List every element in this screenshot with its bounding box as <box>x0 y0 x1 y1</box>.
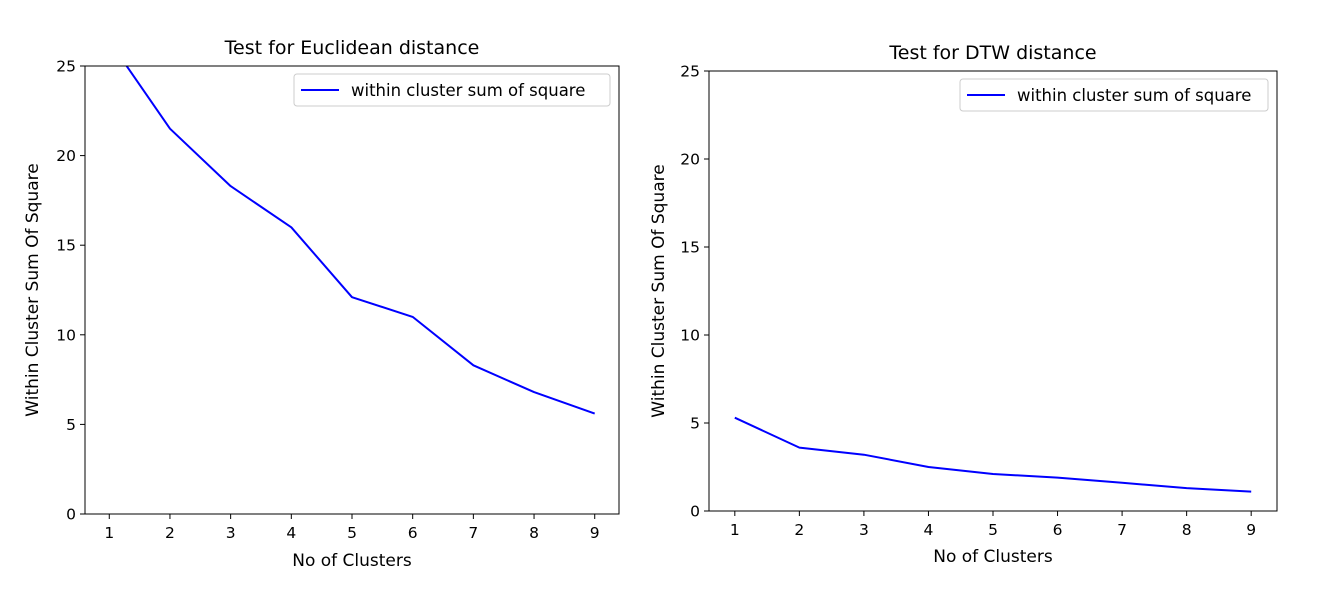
legend: within cluster sum of square <box>959 78 1269 112</box>
y-tick-label: 5 <box>66 416 76 434</box>
x-tick-label: 1 <box>730 521 740 539</box>
y-tick-label: 25 <box>56 58 76 76</box>
legend-box <box>959 78 1269 112</box>
x-axis-label: No of Clusters <box>933 547 1053 567</box>
x-tick-label: 8 <box>529 524 539 542</box>
chart-title: Test for Euclidean distance <box>224 37 480 59</box>
y-tick-label: 25 <box>680 63 700 81</box>
x-tick-label: 1 <box>104 524 114 542</box>
legend-entry: within cluster sum of square <box>1017 86 1251 105</box>
x-tick-label: 5 <box>347 524 357 542</box>
legend: within cluster sum of square <box>293 73 611 107</box>
x-tick-label: 7 <box>1117 521 1127 539</box>
x-tick-label: 4 <box>286 524 296 542</box>
y-tick-label: 0 <box>690 503 700 521</box>
x-tick-label: 2 <box>794 521 804 539</box>
x-tick-label: 9 <box>1246 521 1256 539</box>
series-line <box>125 66 596 415</box>
x-tick-label: 3 <box>859 521 869 539</box>
y-tick-label: 5 <box>690 415 700 433</box>
chart-title: Test for DTW distance <box>888 42 1096 64</box>
x-tick-label: 7 <box>468 524 478 542</box>
chart-euclidean: Test for Euclidean distance 1 2 3 4 5 6 7 8 9 0 5 10… <box>23 37 620 571</box>
x-tick-label: 3 <box>226 524 236 542</box>
y-tick-label: 10 <box>680 327 700 345</box>
legend-entry: within cluster sum of square <box>351 81 585 100</box>
x-tick-label: 6 <box>408 524 418 542</box>
y-tick-label: 10 <box>56 326 76 344</box>
y-tick-label: 15 <box>56 237 76 255</box>
x-tick-label: 9 <box>590 524 600 542</box>
x-tick-label: 5 <box>988 521 998 539</box>
y-tick-label: 15 <box>680 239 700 257</box>
x-axis-label: No of Clusters <box>292 551 412 571</box>
x-tick-label: 6 <box>1053 521 1063 539</box>
y-tick-label: 0 <box>66 506 76 524</box>
x-tick-label: 8 <box>1182 521 1192 539</box>
series-line <box>734 416 1252 493</box>
plot-frame <box>708 70 1278 512</box>
plot-frame <box>84 65 620 515</box>
y-axis-label: Within Cluster Sum Of Square <box>649 164 669 417</box>
chart-dtw: Test for DTW distance 1 2 3 4 5 6 7 8 9 0 5 10 15 20 25… <box>649 42 1278 567</box>
y-tick-label: 20 <box>680 151 700 169</box>
x-tick-label: 2 <box>165 524 175 542</box>
legend-box <box>293 73 611 107</box>
x-tick-label: 4 <box>924 521 934 539</box>
y-tick-label: 20 <box>56 147 76 165</box>
y-axis-label: Within Cluster Sum Of Square <box>23 163 43 416</box>
